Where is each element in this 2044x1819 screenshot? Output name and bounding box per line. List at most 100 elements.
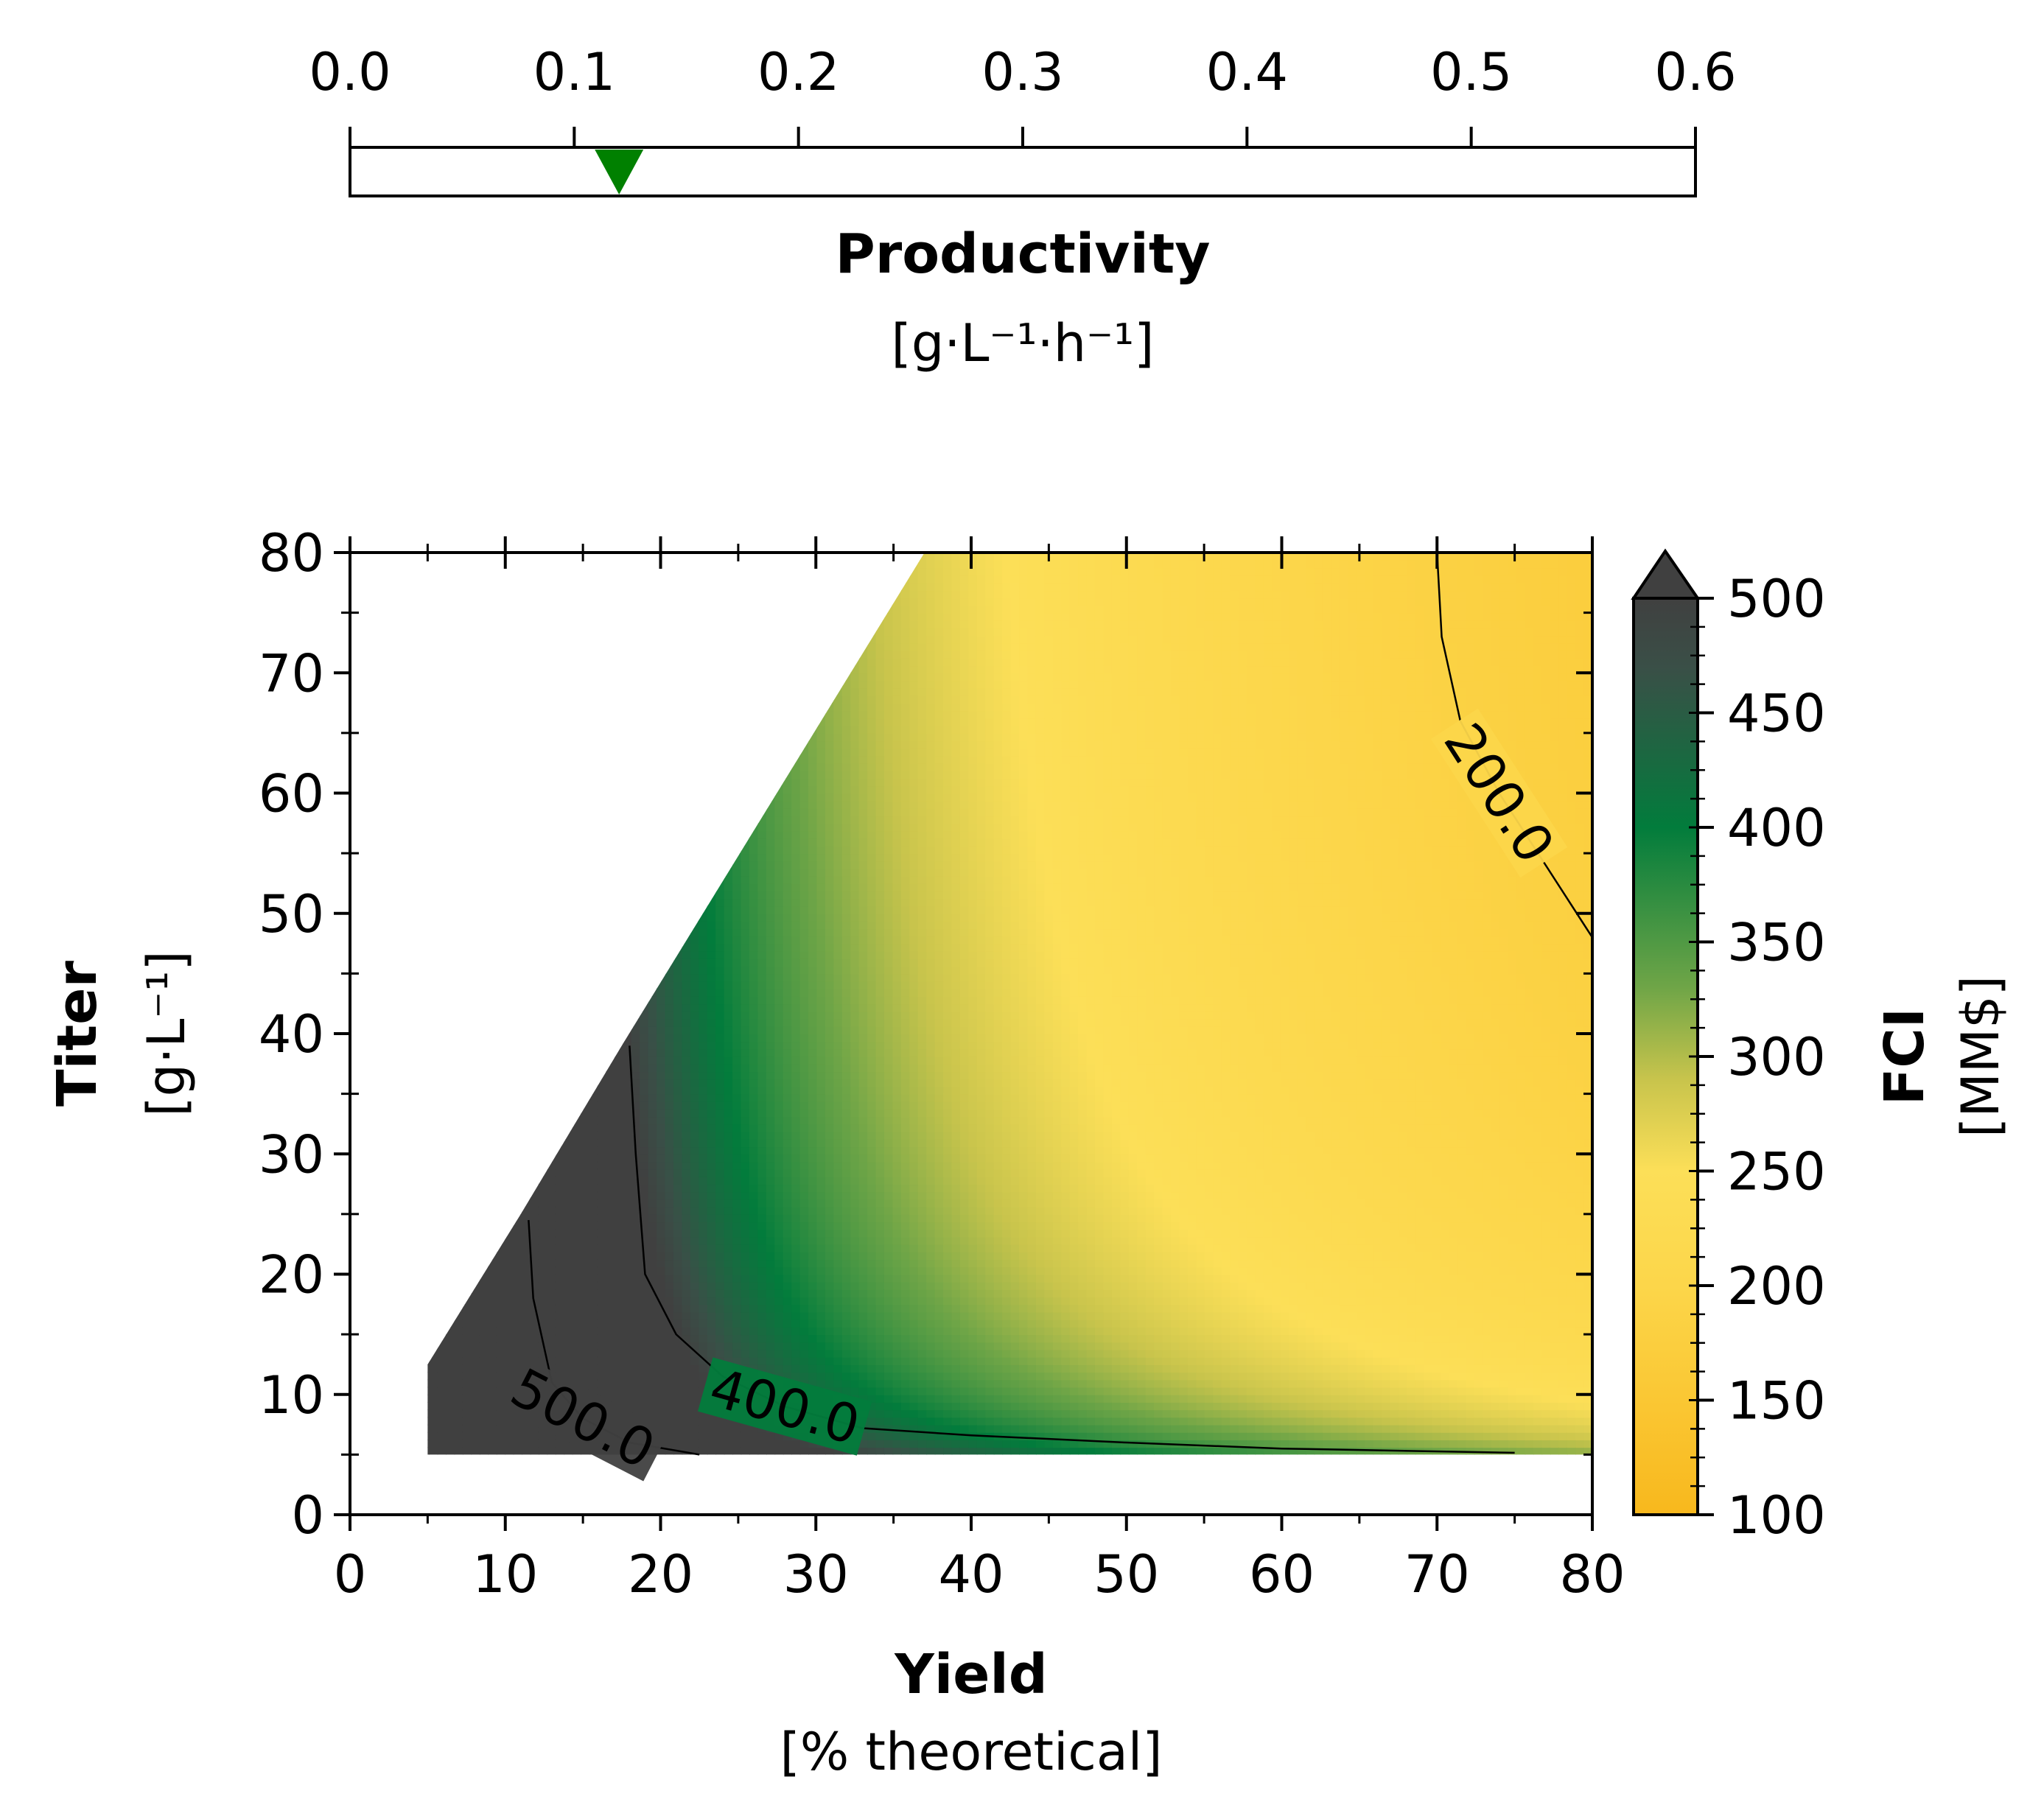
fci-cell [682, 1297, 691, 1305]
fci-cell [690, 861, 700, 869]
fci-cell [412, 1048, 421, 1056]
fci-cell [462, 1409, 472, 1418]
fci-cell [446, 1394, 455, 1403]
fci-cell [446, 838, 455, 847]
fci-cell [631, 718, 641, 726]
fci-cell [640, 1168, 649, 1177]
fci-cell [749, 1289, 759, 1298]
fci-cell [673, 1124, 683, 1132]
fci-cell [749, 605, 759, 614]
fci-cell [623, 1063, 632, 1073]
fci-cell [572, 1259, 582, 1268]
fci-cell [597, 680, 607, 689]
fci-cell [564, 823, 573, 832]
fci-cell [505, 1131, 514, 1140]
fci-cell [555, 1124, 565, 1132]
fci-cell [682, 732, 691, 742]
fci-cell [741, 1319, 750, 1328]
fci-cell [673, 898, 683, 907]
fci-cell [724, 883, 734, 892]
fci-cell [462, 628, 472, 637]
fci-cell [749, 868, 759, 877]
fci-cell [505, 838, 514, 847]
fci-cell [589, 748, 598, 757]
fci-cell [673, 1424, 683, 1433]
fci-cell [741, 1161, 750, 1170]
fci-cell [564, 635, 573, 644]
fci-cell [606, 1003, 615, 1012]
fci-cell [623, 1109, 632, 1118]
fci-cell [572, 905, 582, 914]
fci-cell [522, 770, 531, 779]
fci-cell [623, 1093, 632, 1102]
fci-cell [513, 778, 523, 787]
fci-cell [488, 1311, 497, 1320]
fci-cell [522, 1319, 531, 1328]
fci-cell [547, 1116, 556, 1125]
fci-cell [657, 657, 666, 667]
fci-cell [547, 845, 556, 855]
fci-cell [462, 665, 472, 674]
fci-cell [749, 1011, 759, 1020]
fci-cell [479, 680, 489, 689]
fci-cell [522, 973, 531, 982]
fci-cell [547, 1349, 556, 1358]
fci-cell [741, 905, 750, 914]
fci-cell [427, 913, 430, 922]
fci-cell [454, 1417, 463, 1426]
fci-cell [732, 755, 742, 764]
fci-cell [437, 665, 447, 674]
fci-cell [741, 1109, 750, 1118]
fci-cell [462, 1244, 472, 1252]
fci-cell [732, 1124, 742, 1132]
fci-cell [715, 748, 725, 757]
fci-field [412, 553, 1592, 1455]
fci-cell [513, 898, 523, 907]
fci-cell [741, 1086, 750, 1095]
fci-cell [724, 575, 734, 583]
fci-cell [724, 1229, 734, 1238]
fci-cell [538, 650, 548, 659]
fci-cell [564, 748, 573, 757]
fci-cell [690, 1349, 700, 1358]
fci-cell [572, 1101, 582, 1110]
fci-cell [682, 590, 691, 599]
fci-cell [690, 650, 700, 659]
fci-cell [555, 1311, 565, 1320]
fci-cell [437, 891, 447, 900]
fci-cell [597, 763, 607, 771]
fci-cell [597, 1206, 607, 1215]
fci-cell [522, 830, 531, 839]
fci-cell [699, 612, 708, 621]
fci-cell [538, 1251, 548, 1261]
fci-cell [462, 695, 472, 704]
fci-cell [479, 657, 489, 667]
fci-cell [648, 1342, 658, 1350]
fci-cell [462, 1213, 472, 1223]
fci-cell [631, 1079, 641, 1087]
fci-cell [429, 838, 438, 847]
fci-cell [437, 1116, 447, 1125]
fci-cell [682, 1424, 691, 1433]
fci-cell [547, 793, 556, 802]
fci-cell [538, 1266, 548, 1275]
fci-cell [538, 1138, 548, 1148]
fci-cell [640, 845, 649, 855]
fci-cell [564, 785, 573, 794]
fci-cell [427, 725, 430, 734]
fci-cell [657, 763, 666, 771]
fci-cell [446, 950, 455, 959]
fci-cell [657, 793, 666, 802]
fci-cell [757, 1319, 767, 1328]
fci-cell [707, 1041, 717, 1050]
fci-cell [547, 1079, 556, 1087]
fci-cell [437, 1379, 447, 1388]
fci-cell [741, 950, 750, 959]
fci-cell [479, 1401, 489, 1411]
fci-cell [682, 718, 691, 726]
fci-cell [437, 1401, 447, 1411]
fci-cell [572, 1251, 582, 1261]
fci-cell [572, 612, 582, 621]
fci-cell [581, 1334, 590, 1343]
fci-cell [640, 1138, 649, 1148]
